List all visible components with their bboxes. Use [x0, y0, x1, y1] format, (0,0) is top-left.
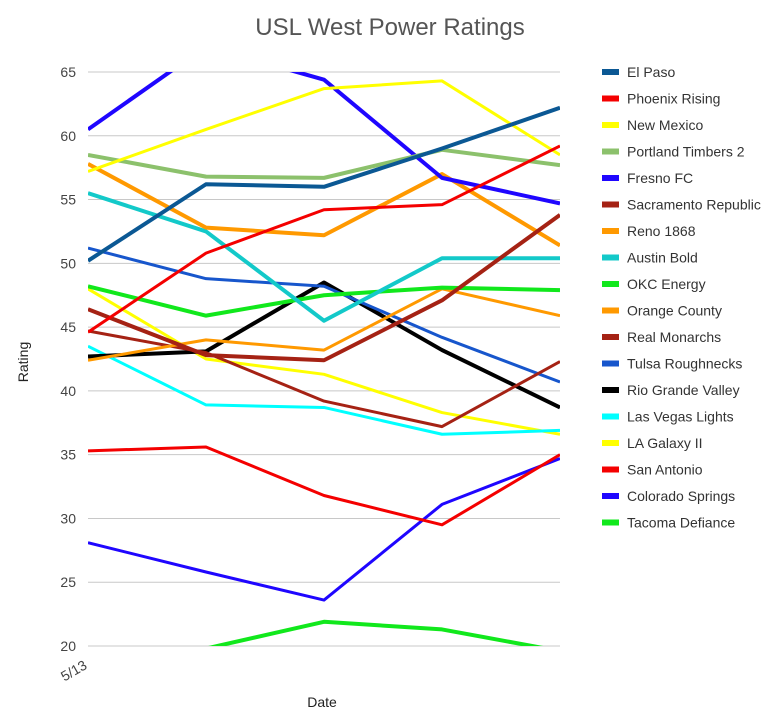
series-line-sacramento-republic	[88, 213, 560, 363]
series-line-new-mexico	[88, 79, 560, 173]
legend-swatch-orange-county	[602, 307, 619, 314]
series-line-phoenix-rising	[88, 144, 560, 334]
series-line-orange-county	[88, 287, 560, 362]
legend-label-rio-grande-valley: Rio Grande Valley	[627, 382, 740, 398]
y-tick-label: 65	[60, 64, 76, 80]
legend-label-orange-county: Orange County	[627, 303, 722, 319]
y-tick-label: 50	[60, 255, 76, 271]
legend-label-las-vegas-lights: Las Vegas Lights	[627, 409, 734, 425]
x-tick-label: 5/13	[58, 657, 90, 685]
legend-swatch-sacramento-republic	[602, 201, 619, 208]
y-tick-label: 45	[60, 319, 76, 335]
legend-swatch-colorado-springs	[602, 493, 619, 499]
legend-label-okc-energy: OKC Energy	[627, 276, 706, 292]
legend-swatch-rio-grande-valley	[602, 387, 619, 393]
legend-swatch-tulsa-roughnecks	[602, 360, 619, 367]
y-tick-label: 20	[60, 638, 76, 654]
legend-swatch-tacoma-defiance	[602, 519, 619, 526]
legend-label-la-galaxy-ii: LA Galaxy II	[627, 435, 702, 451]
legend-label-tacoma-defiance: Tacoma Defiance	[627, 515, 735, 531]
legend-label-new-mexico: New Mexico	[627, 117, 703, 133]
y-tick-label: 25	[60, 574, 76, 590]
legend-label-austin-bold: Austin Bold	[627, 250, 698, 266]
legend-swatch-la-galaxy-ii	[602, 440, 619, 446]
legend-swatch-portland-timbers-2	[602, 148, 619, 155]
chart-title: USL West Power Ratings	[255, 14, 524, 41]
legend-label-fresno-fc: Fresno FC	[627, 170, 693, 186]
y-tick-label: 55	[60, 192, 76, 208]
legend-label-sacramento-republic: Sacramento Republic	[627, 197, 761, 213]
y-axis-ticks: 20 25 30 35 40 45 50 55 60 65	[60, 64, 76, 654]
legend-label-san-antonio: San Antonio	[627, 462, 703, 478]
series-lines	[88, 72, 560, 646]
series-line-tulsa-roughnecks	[88, 246, 560, 384]
legend-swatch-new-mexico	[602, 122, 619, 128]
legend-swatch-real-monarchs	[602, 334, 619, 340]
series-line-colorado-springs	[88, 457, 560, 602]
legend-swatch-reno-1868	[602, 228, 619, 234]
series-line-reno-1868	[88, 162, 560, 248]
x-axis-ticks: 5/13	[58, 657, 90, 685]
legend-swatch-phoenix-rising	[602, 95, 619, 102]
y-tick-label: 40	[60, 383, 76, 399]
legend-swatch-okc-energy	[602, 281, 619, 287]
y-axis-label: Rating	[15, 342, 31, 382]
legend: El Paso Phoenix Rising New Mexico Portland …	[602, 64, 761, 531]
series-line-okc-energy	[88, 284, 560, 318]
legend-label-phoenix-rising: Phoenix Rising	[627, 91, 720, 107]
legend-label-el-paso: El Paso	[627, 64, 675, 80]
legend-label-tulsa-roughnecks: Tulsa Roughnecks	[627, 356, 742, 372]
series-line-la-galaxy-ii	[88, 287, 560, 436]
legend-label-real-monarchs: Real Monarchs	[627, 329, 721, 345]
legend-label-colorado-springs: Colorado Springs	[627, 488, 735, 504]
series-line-portland-timbers-2	[88, 147, 560, 180]
series-line-real-monarchs	[88, 329, 560, 429]
series-line-las-vegas-lights	[88, 344, 560, 436]
series-line-san-antonio	[88, 445, 560, 527]
legend-swatch-el-paso	[602, 69, 619, 75]
gridlines	[88, 71, 560, 647]
legend-swatch-las-vegas-lights	[602, 413, 619, 420]
y-tick-label: 35	[60, 447, 76, 463]
legend-swatch-austin-bold	[602, 254, 619, 261]
series-line-rio-grande-valley	[88, 280, 560, 410]
legend-label-reno-1868: Reno 1868	[627, 223, 696, 239]
y-tick-label: 60	[60, 128, 76, 144]
series-line-austin-bold	[88, 191, 560, 323]
legend-swatch-fresno-fc	[602, 175, 619, 181]
series-line-tacoma-defiance	[208, 619, 544, 646]
series-line-el-paso	[88, 105, 560, 263]
x-axis-label: Date	[307, 694, 337, 710]
legend-swatch-san-antonio	[602, 466, 619, 473]
y-tick-label: 30	[60, 510, 76, 526]
legend-label-portland-timbers-2: Portland Timbers 2	[627, 144, 745, 160]
